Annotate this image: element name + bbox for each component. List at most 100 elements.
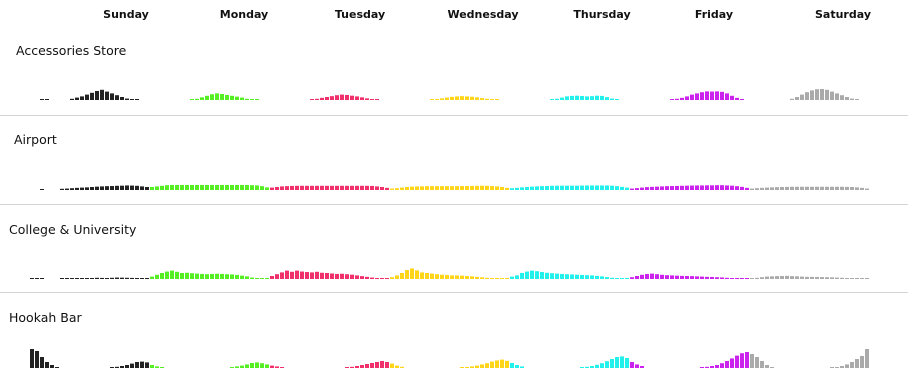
hour-bar bbox=[135, 185, 139, 190]
day-strip-thursday bbox=[510, 356, 629, 368]
day-strip-wednesday bbox=[390, 185, 509, 190]
hour-bar bbox=[520, 273, 524, 279]
hour-bar bbox=[590, 275, 594, 279]
hour-bar bbox=[495, 186, 499, 190]
hour-bar bbox=[510, 363, 514, 368]
hour-bar bbox=[460, 186, 464, 190]
hour-bar bbox=[315, 185, 319, 190]
hour-bar bbox=[355, 275, 359, 279]
day-label-wednesday: Wednesday bbox=[447, 8, 519, 21]
hour-bar bbox=[480, 185, 484, 190]
hour-bar bbox=[480, 364, 484, 368]
hour-bar bbox=[580, 274, 584, 279]
hour-bar bbox=[205, 184, 209, 190]
hour-bar bbox=[355, 96, 359, 100]
hour-bar bbox=[720, 185, 724, 190]
hour-bar bbox=[490, 186, 494, 190]
hour-bar bbox=[415, 270, 419, 279]
hour-bar bbox=[75, 187, 79, 190]
hour-bar bbox=[730, 95, 734, 100]
venue-chart-hookah-bar bbox=[30, 349, 869, 368]
hour-bar bbox=[125, 365, 129, 368]
hour-bar bbox=[85, 187, 89, 190]
hour-bar bbox=[320, 97, 324, 100]
hour-bar bbox=[505, 187, 509, 190]
hour-bar bbox=[645, 187, 649, 190]
hour-bar bbox=[705, 276, 709, 279]
day-strip-thursday bbox=[510, 185, 629, 190]
hour-bar bbox=[370, 99, 374, 100]
hour-bar bbox=[785, 186, 789, 190]
hour-bar bbox=[345, 274, 349, 279]
hour-bar bbox=[150, 365, 154, 368]
day-strip-monday bbox=[150, 270, 269, 279]
hour-bar bbox=[450, 96, 454, 100]
hour-bar bbox=[745, 187, 749, 190]
hour-bar bbox=[605, 277, 609, 279]
hour-bar bbox=[825, 277, 829, 279]
hour-bar bbox=[835, 93, 839, 100]
hour-bar bbox=[700, 276, 704, 279]
hour-bar bbox=[440, 98, 444, 100]
hour-bar bbox=[590, 366, 594, 368]
hour-bar bbox=[280, 186, 284, 190]
hour-bar bbox=[815, 89, 819, 100]
day-strip-wednesday bbox=[430, 96, 499, 100]
hour-bar bbox=[855, 99, 859, 100]
hour-bar bbox=[195, 273, 199, 279]
hour-bar bbox=[515, 187, 519, 190]
hour-bar bbox=[220, 273, 224, 279]
hour-bar bbox=[230, 95, 234, 100]
hour-bar bbox=[470, 96, 474, 100]
hour-bar bbox=[640, 366, 644, 368]
hour-bar bbox=[365, 364, 369, 368]
hour-bar bbox=[675, 185, 679, 190]
hour-bar bbox=[600, 276, 604, 279]
hour-bar bbox=[700, 185, 704, 190]
hour-bar bbox=[215, 273, 219, 279]
hour-bar bbox=[805, 276, 809, 279]
hour-bar bbox=[630, 362, 634, 368]
hour-bar bbox=[700, 367, 704, 368]
hour-bar bbox=[100, 89, 104, 100]
hour-bar bbox=[320, 272, 324, 279]
hour-bar bbox=[585, 275, 589, 279]
hour-bar bbox=[295, 270, 299, 279]
hour-bar bbox=[245, 276, 249, 279]
hour-bar bbox=[130, 99, 134, 100]
hour-bar bbox=[195, 98, 199, 100]
venue-title: Hookah Bar bbox=[9, 310, 82, 325]
hour-bar bbox=[340, 94, 344, 100]
hour-bar bbox=[145, 187, 149, 190]
hour-bar bbox=[430, 273, 434, 279]
hour-bar bbox=[430, 99, 434, 100]
hour-bar bbox=[365, 276, 369, 279]
hour-bar bbox=[860, 187, 864, 190]
hour-bar bbox=[480, 98, 484, 100]
hour-bar bbox=[820, 277, 824, 279]
venue-title: Airport bbox=[14, 132, 57, 147]
hour-bar bbox=[360, 97, 364, 100]
hour-bar bbox=[865, 188, 869, 190]
hour-bar bbox=[170, 184, 174, 190]
hour-bar bbox=[235, 96, 239, 100]
day-strip-monday bbox=[150, 184, 269, 190]
hour-bar bbox=[735, 97, 739, 100]
hour-bar bbox=[635, 188, 639, 190]
hour-bar bbox=[355, 366, 359, 368]
hour-bar bbox=[55, 367, 59, 368]
hour-bar bbox=[255, 278, 259, 279]
hour-bar bbox=[465, 96, 469, 100]
hour-bar bbox=[840, 366, 844, 368]
hour-bar bbox=[670, 186, 674, 190]
hour-bar bbox=[135, 278, 139, 279]
hour-bar bbox=[285, 186, 289, 190]
hour-bar bbox=[275, 274, 279, 279]
hour-bar bbox=[830, 277, 834, 279]
hour-bar bbox=[740, 99, 744, 100]
hour-bar bbox=[640, 274, 644, 279]
hour-bar bbox=[225, 94, 229, 100]
hour-bar bbox=[330, 185, 334, 190]
hour-bar bbox=[255, 185, 259, 190]
hour-bar bbox=[735, 278, 739, 279]
